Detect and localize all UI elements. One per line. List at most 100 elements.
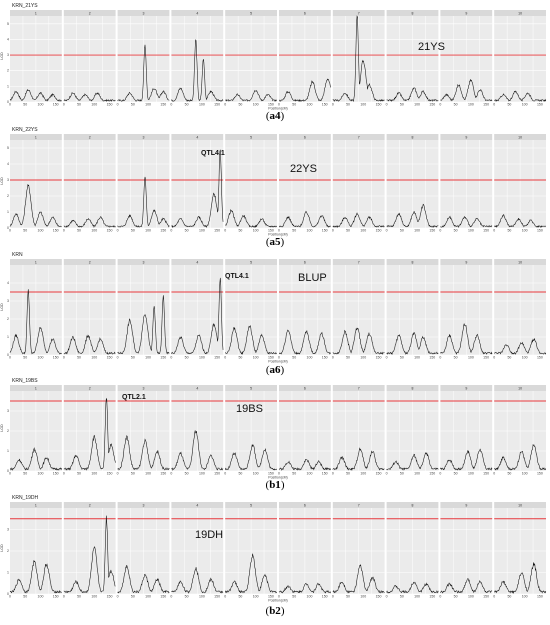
x-tick-label: 50 [185,595,189,599]
facet-strip [225,134,277,140]
x-tick-label: 150 [483,103,489,107]
facet-strip [171,502,224,508]
panel-caption: (b2) [266,605,285,617]
x-tick-label: 0 [224,103,226,107]
x-tick-label: 50 [400,103,404,107]
facet-strip [117,385,170,391]
facet-strip [10,259,62,265]
y-tick-label: 2 [7,429,9,433]
x-tick-label: 100 [253,595,259,599]
x-tick-label: 0 [170,595,172,599]
x-tick-label: 150 [537,595,543,599]
panel-title: KRN_19BS [12,378,38,384]
lod-series-chr-7 [332,447,385,471]
facet-strip [332,259,385,265]
x-tick-label: 50 [400,472,404,476]
x-tick-label: 50 [185,229,189,233]
x-tick-label: 50 [454,472,458,476]
x-tick-label: 0 [278,595,280,599]
x-tick-label: 50 [238,595,242,599]
facet-strip-label: 5 [250,12,252,16]
x-tick-label: 50 [507,229,511,233]
x-tick-label: 0 [117,472,119,476]
x-tick-label: 150 [160,356,166,360]
x-tick-label: 150 [376,356,382,360]
x-tick-label: 100 [414,229,420,233]
facet-strip-label: 9 [465,261,467,265]
lod-series-chr-6 [278,78,331,103]
x-tick-label: 150 [483,229,489,233]
x-tick-label: 150 [53,595,59,599]
x-tick-label: 150 [107,356,113,360]
y-tick-label: 4 [7,37,9,41]
x-tick-label: 100 [522,103,528,107]
x-tick-label: 150 [376,103,382,107]
x-tick-label: 50 [77,356,81,360]
x-tick-label: 100 [199,229,205,233]
facet-strip-label: 2 [89,12,91,16]
y-tick-label: 0 [7,353,9,357]
x-tick-label: 100 [468,356,474,360]
lod-series-chr-7 [332,15,385,103]
lod-series-chr-9 [440,578,493,594]
x-tick-label: 0 [224,472,226,476]
x-tick-label: 50 [400,356,404,360]
facet-strip [171,385,224,391]
y-axis-label: LOD [0,52,4,60]
y-tick-label: 2 [7,69,9,73]
lod-series-chr-10 [494,90,547,103]
x-tick-label: 100 [307,595,313,599]
x-tick-label: 150 [429,356,435,360]
x-tick-label: 0 [9,356,11,360]
facet-strip [171,259,224,265]
facet-strip [63,10,116,16]
lod-series-chr-2 [63,334,116,355]
x-tick-label: 100 [253,229,259,233]
x-tick-label: 50 [238,472,242,476]
x-tick-label: 100 [468,472,474,476]
x-tick-label: 0 [386,356,388,360]
x-tick-label: 50 [131,229,135,233]
environment-annotation: 21YS [418,41,445,53]
facet-strip [225,10,277,16]
x-tick-label: 100 [199,103,205,107]
facet-strip [171,10,224,16]
x-tick-label: 150 [160,103,166,107]
x-tick-label: 0 [63,103,65,107]
facet-strip [386,502,439,508]
x-tick-label: 150 [376,472,382,476]
lod-series-chr-3 [117,564,170,594]
lod-series-chr-8 [386,87,439,102]
x-tick-label: 150 [483,356,489,360]
lod-series-chr-9 [440,215,493,228]
x-tick-label: 50 [23,472,27,476]
facet-strip [225,259,277,265]
x-tick-label: 100 [199,595,205,599]
x-tick-label: 150 [268,472,274,476]
lod-series-chr-5 [225,208,278,228]
qtl-label: QTL4.1 [201,150,225,157]
facet-strip-label: 3 [143,12,145,16]
x-tick-label: 50 [131,103,135,107]
x-tick-label: 50 [346,595,350,599]
x-tick-label: 0 [439,472,441,476]
facet-strip [10,502,62,508]
facet-strip-label: 1 [35,136,37,140]
lod-series-chr-1 [9,559,62,594]
x-tick-label: 150 [160,229,166,233]
x-tick-label: 0 [278,472,280,476]
environment-annotation: 19DH [195,529,223,541]
lod-series-chr-5 [225,325,278,355]
y-tick-label: 3 [7,178,9,182]
y-tick-label: 2 [7,317,9,321]
x-tick-label: 150 [537,103,543,107]
lod-series-chr-10 [493,443,547,471]
facet-strip-label: 6 [304,504,306,508]
facet-strip [332,502,385,508]
x-tick-label: 0 [224,595,226,599]
x-tick-label: 100 [145,595,151,599]
x-tick-label: 0 [63,229,65,233]
lod-series-chr-1 [9,447,62,471]
y-tick-label: 5 [7,146,9,150]
